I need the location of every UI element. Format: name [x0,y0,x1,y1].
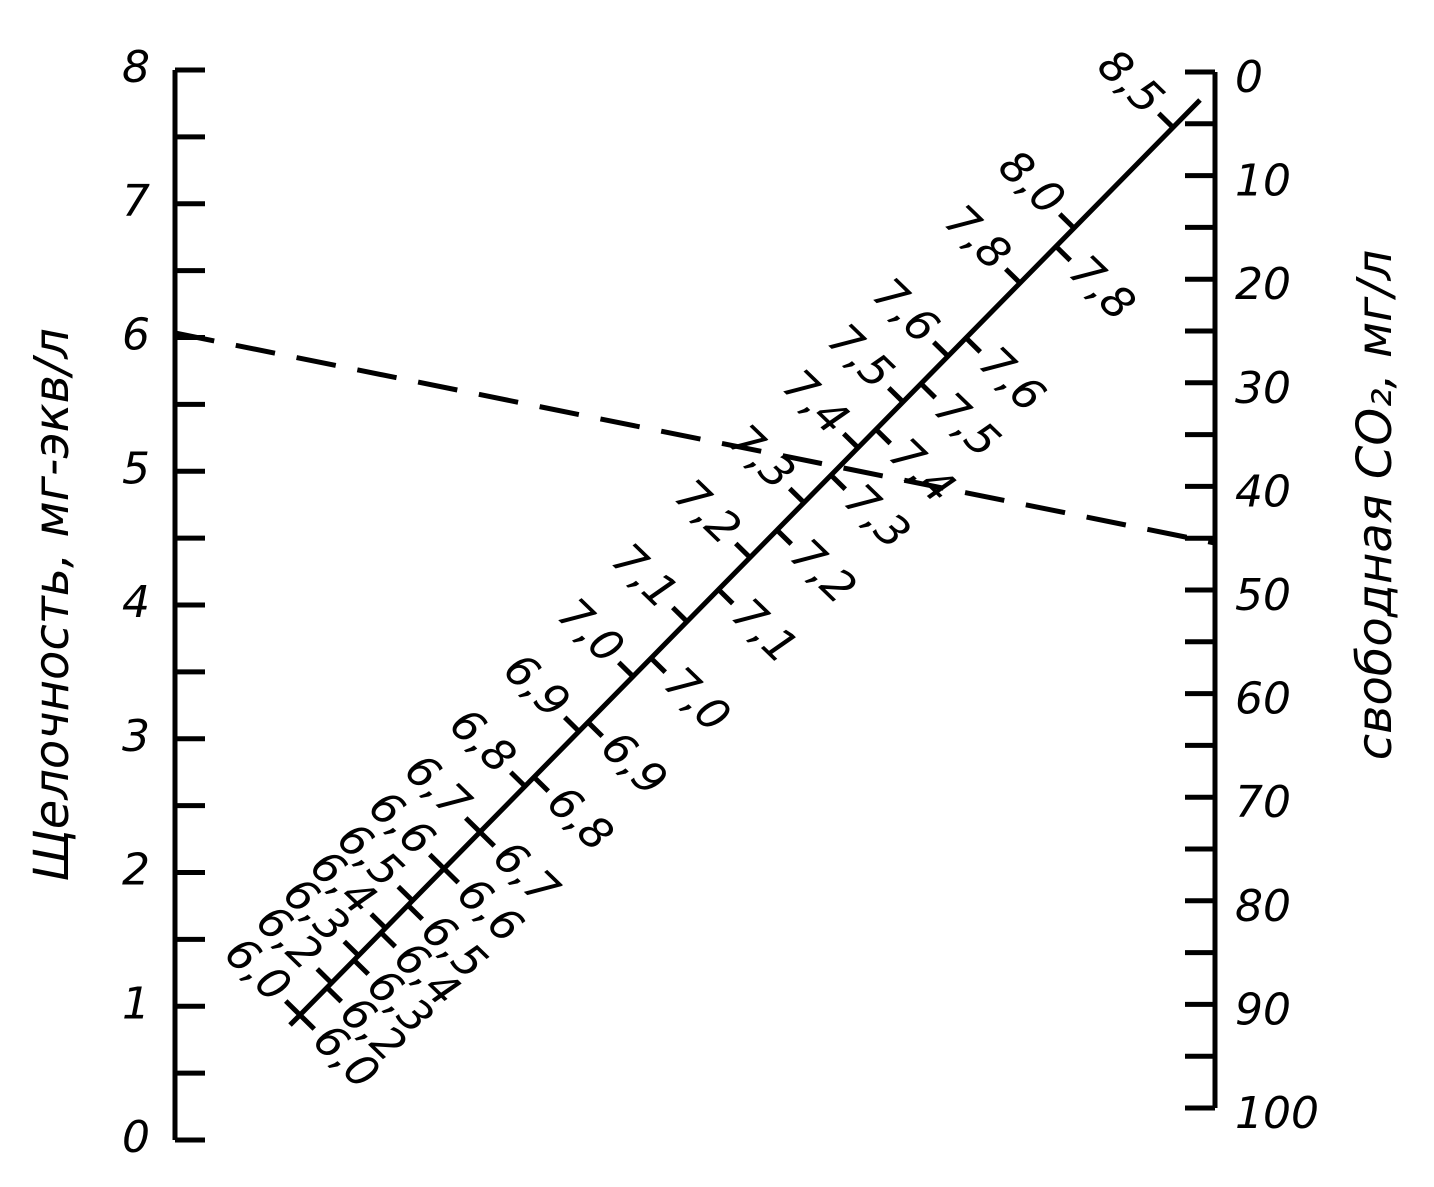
ph-lower-tick [829,473,848,491]
ph-lower-label: 7,8 [1059,245,1145,330]
left-tick-label: 1 [122,978,150,1029]
right-tick-label: 30 [1235,363,1291,414]
ph-upper-tick [562,715,581,734]
right-axis-title: свободная CO₂, мг/л [1347,250,1403,760]
ph-lower-label: 7,2 [780,529,866,614]
ph-lower-tick [406,903,425,922]
ph-lower-tick [1054,244,1073,263]
right-tick-label: 80 [1235,881,1291,932]
ph-upper-tick [508,770,527,789]
left-tick-label: 3 [122,711,150,762]
left-axis-title: Щелочность, мг-экв/л [24,328,80,882]
right-tick-label: 90 [1235,984,1291,1035]
ph-lower-tick [586,720,605,739]
ph-lower-tick [478,830,497,848]
ph-upper-tick [1057,212,1076,230]
right-tick-label: 0 [1235,52,1263,103]
right-tick-label: 40 [1235,466,1291,517]
ph-upper-tick [931,340,950,358]
ph-lower-tick [716,587,735,606]
ph-upper-tick [1003,267,1022,285]
ph-upper-tick [463,816,482,834]
ph-lower-tick [298,1013,317,1031]
right-tick-label: 70 [1235,777,1291,828]
ph-lower-tick [325,985,344,1004]
ph-upper-tick [315,967,334,985]
ph-upper-tick [427,852,446,871]
left-tick-label: 8 [122,42,150,93]
ph-lower-tick [379,930,398,949]
ph-lower-tick [919,381,938,400]
ph-lower-label: 6,8 [537,776,623,861]
ph-upper-tick [733,541,752,560]
right-tick-label: 100 [1235,1088,1319,1139]
ph-lower-label: 7,0 [654,657,740,742]
left-tick-label: 5 [122,443,150,494]
ph-upper-tick [342,939,361,958]
ph-lower-tick [442,866,461,885]
ph-lower-label: 7,1 [722,589,808,674]
ph-axis-line [288,98,1202,1027]
ph-upper-tick [787,486,806,505]
ph-upper-tick [886,386,905,404]
left-tick-label: 7 [122,176,150,227]
ph-upper-tick [283,999,302,1017]
ph-upper-tick [670,605,689,624]
right-tick-label: 60 [1235,674,1291,725]
ph-upper-tick [841,431,860,450]
ph-upper-tick [616,660,635,679]
ph-upper-tick [396,884,415,903]
ph-upper-tick [1156,111,1175,130]
ph-lower-tick [874,427,893,446]
ph-lower-tick [964,336,983,354]
ph-lower-tick [352,958,371,976]
ph-lower-tick [775,528,794,546]
left-tick-label: 2 [122,845,150,896]
ph-lower-tick [649,656,668,674]
left-tick-label: 4 [122,577,150,628]
ph-lower-label: 6,9 [591,721,677,806]
ph-lower-tick [532,775,551,793]
left-tick-label: 0 [122,1112,150,1163]
ph-upper-tick [369,912,388,930]
left-tick-label: 6 [122,310,150,361]
right-tick-label: 20 [1235,259,1291,310]
right-tick-label: 10 [1235,156,1291,207]
key-line [174,330,1216,546]
right-tick-label: 50 [1235,570,1291,621]
